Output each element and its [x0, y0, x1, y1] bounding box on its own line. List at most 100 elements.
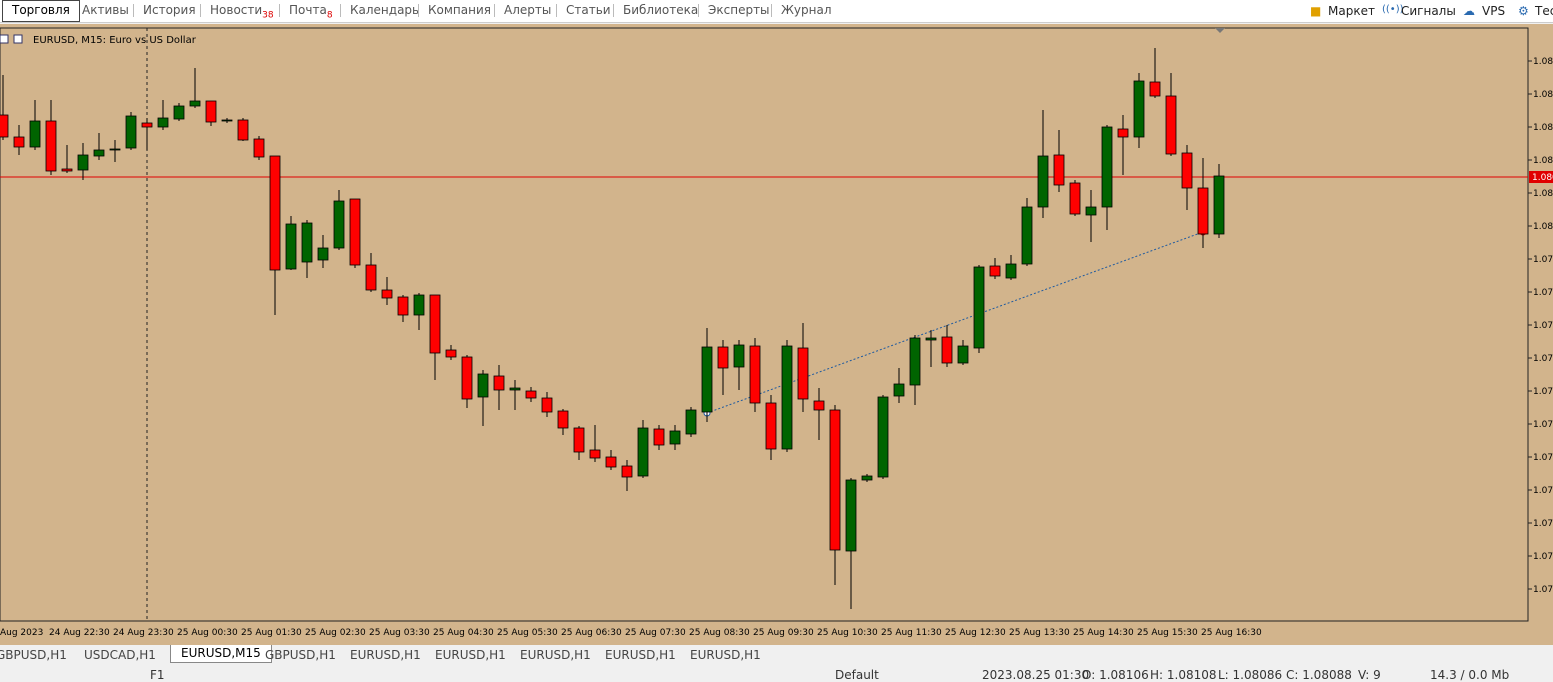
candle-body [765, 402, 777, 450]
chart-tab[interactable]: EURUSD,H1 [350, 648, 421, 662]
candle-body [237, 119, 249, 141]
tab[interactable]: История [143, 3, 196, 17]
candle-body [701, 346, 713, 413]
icon [0, 34, 9, 44]
candle-body [1165, 95, 1177, 155]
candle-body [861, 475, 873, 481]
candle-body [1101, 126, 1113, 208]
status-field: O: 1.08106 [1082, 668, 1149, 682]
candle-body [797, 347, 809, 400]
y-tick-label: 1.080 [1533, 123, 1553, 133]
icon: ((•)) [1382, 4, 1404, 15]
candle-body [781, 345, 793, 450]
candle-body [877, 396, 889, 478]
candle-body [493, 375, 505, 391]
candle-body [205, 100, 217, 123]
status-field: F1 [150, 668, 165, 682]
tab[interactable]: Журнал [781, 3, 832, 17]
chart-tab[interactable]: EURUSD,H1 [605, 648, 676, 662]
chart-tab[interactable]: USDCAD,H1 [84, 648, 156, 662]
candle-body [813, 400, 825, 411]
candle-body [429, 294, 441, 354]
candle-body [589, 449, 601, 459]
candle-body [541, 397, 553, 413]
x-tick-label: 25 Aug 07:30 [625, 628, 686, 638]
candle-body [909, 337, 921, 386]
candle-body [1197, 187, 1209, 235]
tab[interactable]: Календарь [350, 3, 420, 17]
link[interactable]: Тес [1535, 4, 1553, 18]
y-tick-label: 1.077 [1533, 519, 1553, 529]
chart-tab[interactable]: EURUSD,H1 [435, 648, 506, 662]
candle-body [317, 247, 329, 261]
tab[interactable]: Активы [82, 3, 129, 17]
candle-body [717, 346, 729, 369]
y-tick-label: 1.077 [1533, 453, 1553, 463]
link[interactable]: VPS [1482, 4, 1506, 18]
chart-tab[interactable]: EURUSD,H1 [520, 648, 591, 662]
status-field: 14.3 / 0.0 Mb [1430, 668, 1510, 682]
chart-tabs: GBPUSD,H1 USDCAD,H1 EURUSD,M15 GBPUSD,H1 EUR… [0, 645, 1553, 666]
tab[interactable]: Алерты [504, 3, 552, 17]
candle-body [221, 119, 233, 122]
candle-body [989, 265, 1001, 277]
y-tick-label: 1.076 [1533, 585, 1553, 595]
candle-body [557, 410, 569, 429]
candle-body [61, 168, 73, 172]
y-tick-label: 1.080 [1533, 156, 1553, 166]
tab[interactable]: Новости38 [210, 3, 274, 20]
candle-body [829, 409, 841, 551]
x-tick-label: 25 Aug 08:30 [689, 628, 750, 638]
tab[interactable]: Почта8 [289, 3, 333, 20]
toolbar: Торговля Активы История Новости38 Почта8… [0, 0, 1553, 23]
y-tick-label: 1.079 [1533, 288, 1553, 298]
tab[interactable]: Торговля [2, 0, 80, 22]
candle-body [845, 479, 857, 552]
candle-body [333, 200, 345, 249]
candle-body [413, 294, 425, 316]
candle-body [925, 337, 937, 341]
candle-body [269, 155, 281, 271]
tab[interactable]: Компания [428, 3, 491, 17]
tab[interactable]: Библиотека [623, 3, 699, 17]
chart-background [0, 24, 1553, 645]
candle-body [477, 373, 489, 398]
candle-body [957, 345, 969, 364]
x-tick-label: 25 Aug 05:30 [497, 628, 558, 638]
chart-tab[interactable]: EURUSD,H1 [690, 648, 761, 662]
candle-body [685, 409, 697, 435]
candle-body [1133, 80, 1145, 138]
candle-body [253, 138, 265, 158]
candle-body [141, 122, 153, 128]
candle-body [349, 198, 361, 266]
x-tick-label: 25 Aug 15:30 [1137, 628, 1198, 638]
x-tick-label: 25 Aug 12:30 [945, 628, 1006, 638]
chart-tab[interactable]: GBPUSD,H1 [0, 648, 67, 662]
chart-tab[interactable]: GBPUSD,H1 [265, 648, 336, 662]
x-tick-label: 25 Aug 02:30 [305, 628, 366, 638]
badge: 38 [262, 10, 274, 21]
chart-tab[interactable]: EURUSD,M15 [170, 645, 272, 663]
y-tick-label: 1.078 [1533, 420, 1553, 430]
tab[interactable]: Статьи [566, 3, 611, 17]
candle-body [1181, 152, 1193, 189]
candle-body [45, 120, 57, 172]
y-tick-label: 1.078 [1533, 354, 1553, 364]
x-tick-label: 25 Aug 04:30 [433, 628, 494, 638]
link[interactable]: Маркет [1328, 4, 1375, 18]
x-tick-label: 24 Aug 22:30 [49, 628, 110, 638]
candle-body [397, 296, 409, 316]
shift-marker [1215, 28, 1225, 33]
tab-label: Новости [210, 3, 263, 17]
candle-body [125, 115, 137, 149]
candle-body [0, 114, 9, 138]
candle-body [653, 428, 665, 446]
candle-body [573, 427, 585, 453]
link[interactable]: Сигналы [1401, 4, 1456, 18]
tab[interactable]: Эксперты [708, 3, 770, 17]
candle-body [285, 223, 297, 270]
icon: ⚙ [1518, 4, 1529, 18]
status-field: L: 1.08086 [1218, 668, 1283, 682]
y-tick-label: 1.080 [1533, 189, 1553, 199]
candle-body [1005, 263, 1017, 279]
